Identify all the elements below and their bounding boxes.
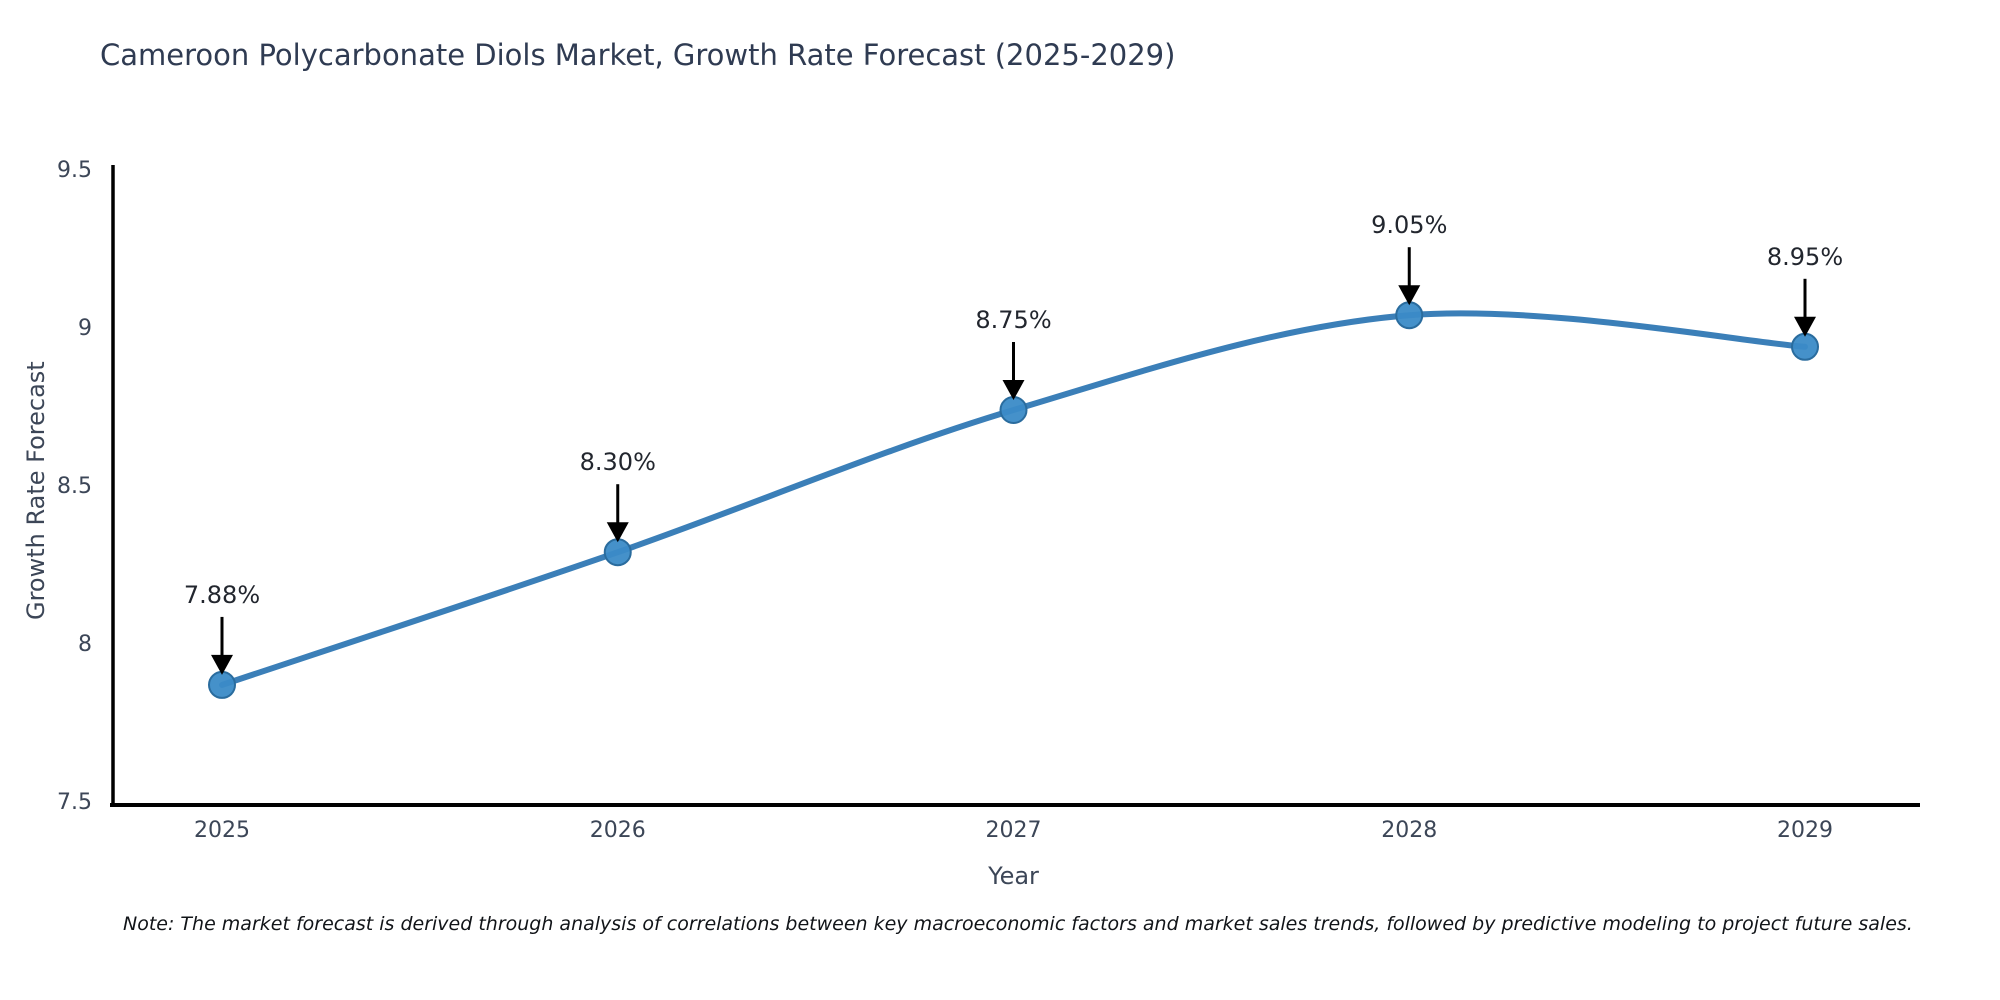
x-tick-label: 2025: [194, 818, 250, 843]
data-point-marker: [603, 538, 632, 567]
data-point-marker: [208, 670, 236, 699]
annotation-arrow-head: [1398, 285, 1421, 306]
data-point-marker: [1395, 301, 1424, 330]
data-point-label: 8.30%: [579, 448, 656, 477]
annotation-arrows: [211, 247, 1816, 675]
y-tick-label: 9: [78, 316, 92, 341]
y-tick-label: 7.5: [57, 790, 92, 815]
annotation-arrow-head: [606, 522, 629, 543]
data-point-label: 7.88%: [183, 580, 261, 609]
data-point-marker: [999, 396, 1028, 424]
data-point-label: 9.05%: [1371, 211, 1448, 240]
y-axis-title: Growth Rate Forecast: [22, 361, 50, 620]
x-tick-label: 2027: [985, 818, 1042, 843]
chart-footnote: Note: The market forecast is derived thr…: [123, 913, 1913, 935]
x-tick-label: 2028: [1381, 818, 1438, 843]
y-tick-label: 8: [78, 632, 92, 657]
annotation-arrow-head: [1794, 316, 1816, 337]
y-tick-label: 8.5: [57, 474, 92, 499]
y-tick-label: 9.5: [57, 158, 92, 183]
data-point-marker: [1791, 332, 1819, 361]
data-point-label: 8.95%: [1766, 242, 1844, 271]
annotation-arrow-head: [1002, 380, 1025, 400]
x-tick-label: 2029: [1777, 818, 1833, 843]
data-point-label: 8.75%: [975, 306, 1052, 334]
x-axis-title: Year: [988, 862, 1039, 890]
chart-title: Cameroon Polycarbonate Diols Market, Gro…: [100, 38, 1176, 72]
annotation-arrow-head: [211, 654, 233, 675]
x-tick-label: 2026: [589, 818, 646, 843]
